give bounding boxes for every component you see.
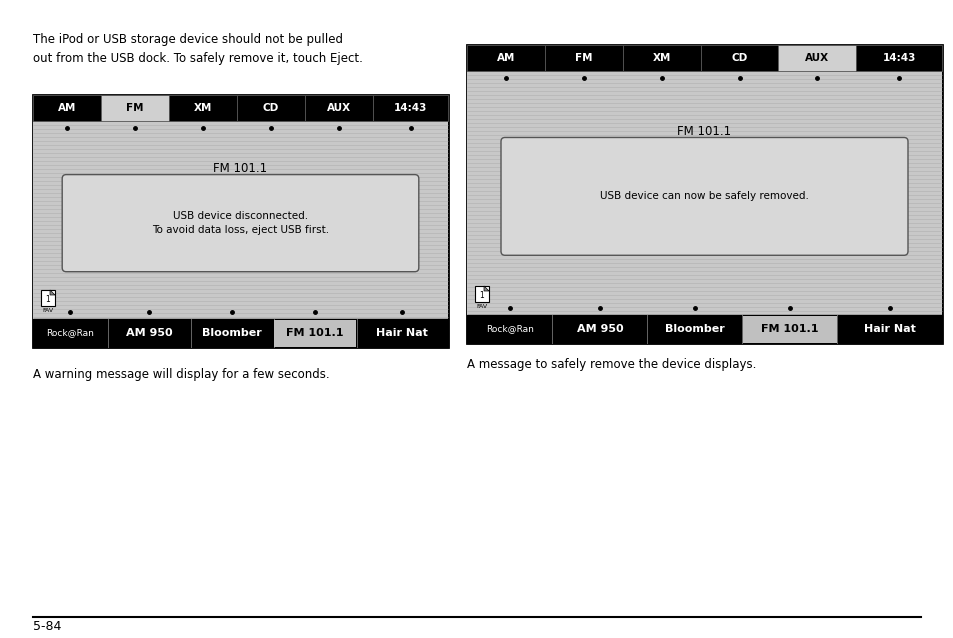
Bar — [467, 71, 941, 315]
Bar — [700, 45, 778, 71]
Text: To avoid data loss, eject USB first.: To avoid data loss, eject USB first. — [152, 225, 329, 235]
Text: XM: XM — [193, 103, 213, 113]
FancyBboxPatch shape — [62, 175, 418, 272]
Bar — [475, 286, 489, 302]
Bar — [467, 315, 941, 343]
Bar — [33, 319, 448, 347]
Bar — [778, 45, 856, 71]
Text: USB device disconnected.: USB device disconnected. — [172, 211, 308, 221]
Bar — [742, 316, 836, 343]
Bar — [169, 95, 237, 121]
Bar — [33, 121, 448, 319]
FancyBboxPatch shape — [500, 137, 907, 255]
Bar — [305, 95, 373, 121]
Text: A message to safely remove the device displays.: A message to safely remove the device di… — [467, 358, 756, 371]
Text: XM: XM — [652, 53, 670, 63]
Text: 14:43: 14:43 — [394, 103, 427, 113]
Text: Rock@Ran: Rock@Ran — [485, 325, 533, 334]
Text: The iPod or USB storage device should not be pulled
out from the USB dock. To sa: The iPod or USB storage device should no… — [33, 33, 362, 65]
Text: FAV: FAV — [42, 308, 53, 313]
Bar — [467, 45, 941, 343]
Text: Hair Nat: Hair Nat — [376, 328, 428, 338]
Text: 1: 1 — [46, 295, 51, 304]
Bar — [622, 45, 700, 71]
Text: 5-84: 5-84 — [33, 620, 61, 633]
Text: AM 950: AM 950 — [126, 328, 172, 338]
Bar — [101, 95, 169, 121]
Text: Bloomber: Bloomber — [664, 324, 724, 334]
Bar — [274, 320, 355, 346]
Polygon shape — [483, 286, 489, 291]
Text: FM: FM — [575, 53, 592, 63]
Text: A warning message will display for a few seconds.: A warning message will display for a few… — [33, 368, 330, 381]
Bar — [237, 95, 305, 121]
Bar — [41, 290, 55, 306]
Text: 1: 1 — [479, 290, 484, 299]
Text: FM 101.1: FM 101.1 — [760, 324, 818, 334]
Text: 14:43: 14:43 — [882, 53, 915, 63]
Bar — [33, 95, 101, 121]
Bar — [544, 45, 622, 71]
Text: AM 950: AM 950 — [576, 324, 622, 334]
Text: USB device can now be safely removed.: USB device can now be safely removed. — [599, 191, 808, 202]
Text: CD: CD — [263, 103, 279, 113]
Polygon shape — [50, 290, 55, 295]
Text: Rock@Ran: Rock@Ran — [47, 329, 94, 338]
Text: FM 101.1: FM 101.1 — [286, 328, 344, 338]
Text: Bloomber: Bloomber — [202, 328, 262, 338]
Text: CD: CD — [731, 53, 747, 63]
Bar — [33, 95, 448, 347]
Text: FM: FM — [126, 103, 144, 113]
Bar — [373, 95, 448, 121]
Bar — [467, 45, 544, 71]
Text: AUX: AUX — [327, 103, 351, 113]
Text: FM 101.1: FM 101.1 — [213, 162, 267, 175]
Text: AUX: AUX — [804, 53, 828, 63]
Text: FAV: FAV — [476, 304, 487, 309]
Text: Hair Nat: Hair Nat — [862, 324, 915, 334]
Bar — [856, 45, 941, 71]
Text: AM: AM — [58, 103, 76, 113]
Text: AM: AM — [497, 53, 515, 63]
Text: FM 101.1: FM 101.1 — [677, 125, 731, 138]
